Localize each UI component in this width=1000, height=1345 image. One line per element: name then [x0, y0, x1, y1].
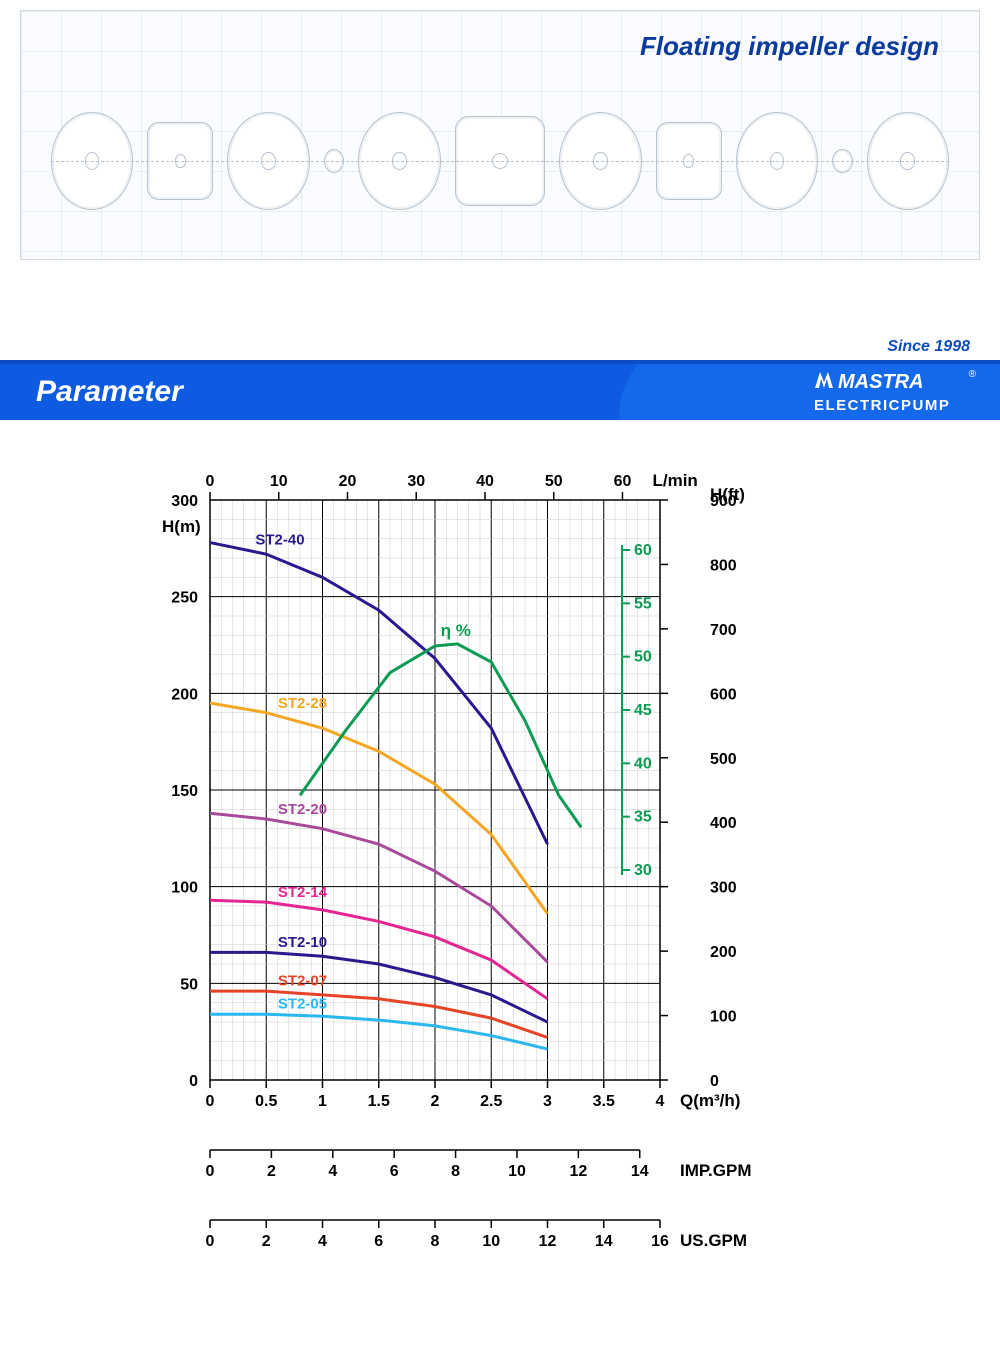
svg-text:200: 200 [171, 686, 198, 703]
svg-text:H(ft): H(ft) [710, 485, 745, 504]
svg-text:600: 600 [710, 686, 737, 703]
impeller-axis-line [51, 161, 949, 162]
svg-text:300: 300 [710, 880, 737, 897]
svg-text:2: 2 [262, 1233, 271, 1250]
svg-text:η %: η % [441, 621, 471, 640]
svg-text:40: 40 [634, 755, 652, 772]
svg-text:6: 6 [374, 1233, 383, 1250]
svg-text:12: 12 [569, 1163, 587, 1180]
svg-text:10: 10 [482, 1233, 500, 1250]
svg-text:250: 250 [171, 590, 198, 607]
svg-text:14: 14 [595, 1233, 613, 1250]
svg-text:ST2-10: ST2-10 [278, 934, 327, 951]
svg-text:Q(m³/h): Q(m³/h) [680, 1091, 740, 1110]
banner-title: Parameter [36, 375, 183, 409]
svg-text:14: 14 [631, 1163, 649, 1180]
svg-text:4: 4 [318, 1233, 327, 1250]
svg-text:0: 0 [710, 1073, 719, 1090]
svg-text:100: 100 [710, 1009, 737, 1026]
svg-text:60: 60 [614, 473, 632, 490]
svg-text:150: 150 [171, 783, 198, 800]
svg-text:16: 16 [651, 1233, 669, 1250]
svg-text:0: 0 [189, 1073, 198, 1090]
svg-text:IMP.GPM: IMP.GPM [680, 1161, 751, 1180]
impeller-exploded-view [51, 106, 949, 216]
svg-text:ST2-07: ST2-07 [278, 972, 327, 989]
svg-text:0: 0 [206, 1093, 215, 1110]
brand-block: MASTRA ® ELECTRICPUMP [814, 370, 964, 414]
svg-text:6: 6 [390, 1163, 399, 1180]
svg-text:4: 4 [328, 1163, 337, 1180]
svg-text:1: 1 [318, 1093, 327, 1110]
diagram-panel: Floating impeller design [20, 10, 980, 260]
since-text: Since 1998 [887, 338, 970, 356]
svg-text:0: 0 [206, 1163, 215, 1180]
brand-logo-icon: MASTRA [814, 370, 964, 392]
svg-text:ST2-20: ST2-20 [278, 801, 327, 818]
svg-text:3.5: 3.5 [593, 1093, 615, 1110]
svg-text:2: 2 [431, 1093, 440, 1110]
svg-text:ST2-14: ST2-14 [278, 884, 328, 901]
svg-text:3: 3 [543, 1093, 552, 1110]
svg-text:0: 0 [206, 473, 215, 490]
svg-text:H(m): H(m) [162, 517, 201, 536]
svg-text:60: 60 [634, 542, 652, 559]
brand-logo-text: MASTRA [838, 371, 924, 392]
svg-text:35: 35 [634, 809, 652, 826]
svg-text:40: 40 [476, 473, 494, 490]
svg-text:30: 30 [634, 862, 652, 879]
svg-text:ST2-05: ST2-05 [278, 995, 327, 1012]
svg-text:2: 2 [267, 1163, 276, 1180]
svg-text:US.GPM: US.GPM [680, 1231, 747, 1250]
svg-text:800: 800 [710, 557, 737, 574]
parameter-banner: Since 1998 Parameter MASTRA ® ELECTRICPU… [0, 360, 1000, 420]
svg-text:700: 700 [710, 622, 737, 639]
svg-text:10: 10 [270, 473, 288, 490]
svg-text:200: 200 [710, 944, 737, 961]
svg-text:50: 50 [634, 649, 652, 666]
svg-text:1.5: 1.5 [368, 1093, 390, 1110]
svg-text:10: 10 [508, 1163, 526, 1180]
chart-svg: 050100150200250300H(m)010020030040050060… [110, 460, 890, 1290]
svg-text:400: 400 [710, 815, 737, 832]
diagram-title: Floating impeller design [640, 31, 939, 62]
svg-text:50: 50 [545, 473, 563, 490]
svg-text:45: 45 [634, 702, 652, 719]
svg-text:L/min: L/min [652, 471, 697, 490]
svg-text:4: 4 [656, 1093, 665, 1110]
efficiency-curve [300, 644, 581, 827]
banner-bar: Parameter MASTRA ® ELECTRICPUMP [0, 364, 1000, 420]
svg-text:55: 55 [634, 595, 652, 612]
svg-text:8: 8 [451, 1163, 460, 1180]
svg-text:2.5: 2.5 [480, 1093, 502, 1110]
svg-text:8: 8 [431, 1233, 440, 1250]
svg-text:0.5: 0.5 [255, 1093, 277, 1110]
svg-text:50: 50 [180, 976, 198, 993]
svg-text:20: 20 [339, 473, 357, 490]
brand-subtext: ELECTRICPUMP [814, 397, 964, 414]
svg-text:300: 300 [171, 493, 198, 510]
svg-text:100: 100 [171, 880, 198, 897]
svg-text:30: 30 [407, 473, 425, 490]
svg-text:0: 0 [206, 1233, 215, 1250]
pump-curve-chart: 050100150200250300H(m)010020030040050060… [0, 420, 1000, 1310]
svg-text:ST2-40: ST2-40 [255, 532, 304, 549]
svg-text:500: 500 [710, 751, 737, 768]
svg-text:12: 12 [539, 1233, 557, 1250]
svg-text:ST2-28: ST2-28 [278, 695, 327, 712]
trademark-icon: ® [969, 369, 976, 380]
